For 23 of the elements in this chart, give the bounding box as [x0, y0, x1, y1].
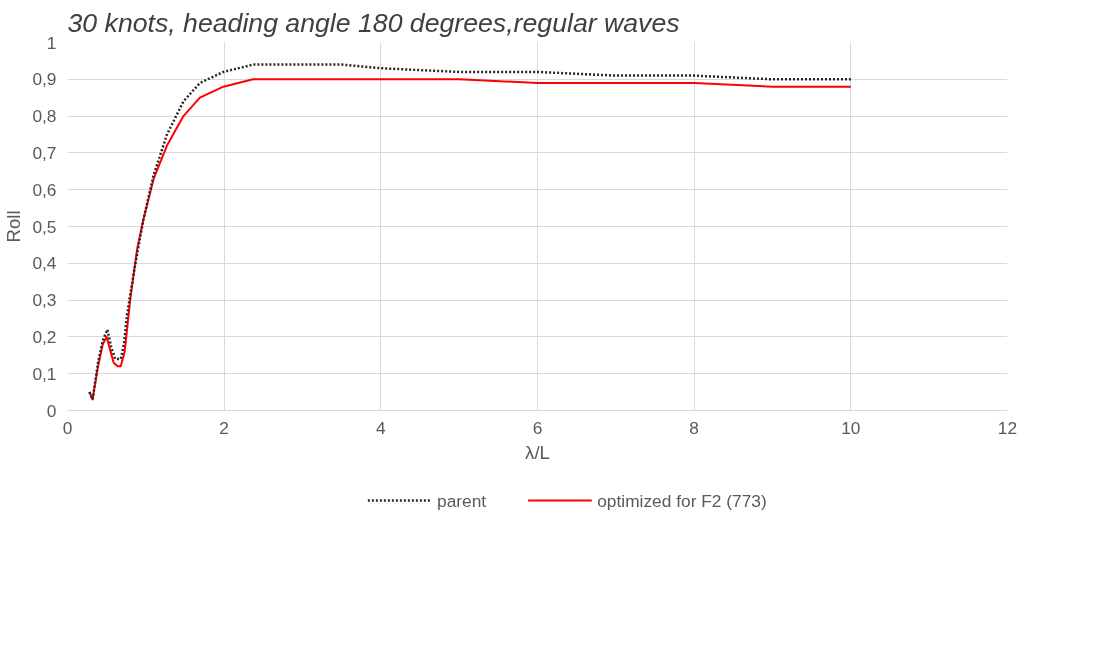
y-tick-label: 1 [46, 32, 57, 53]
x-tick-label: 0 [62, 417, 73, 438]
x-tick-label: 8 [689, 417, 699, 438]
x-tick-label: 12 [997, 417, 1018, 438]
y-tick-label: 0 [46, 400, 57, 421]
y-tick-label: 0,3 [32, 290, 57, 311]
legend-label: optimized for F2 (773) [597, 490, 767, 511]
legend-label: parent [437, 490, 487, 511]
y-tick-label: 0,4 [32, 253, 57, 274]
x-axis-title: λ/L [525, 441, 550, 463]
chart-title: 30 knots, heading angle 180 degrees,regular waves [67, 7, 680, 38]
y-tick-label: 0,7 [32, 142, 57, 163]
y-tick-label: 0,9 [32, 69, 57, 90]
y-tick-label: 0,1 [32, 363, 57, 384]
y-tick-label: 0,8 [32, 106, 57, 127]
x-tick-label: 2 [219, 417, 229, 438]
x-tick-label: 4 [376, 417, 387, 438]
y-tick-label: 0,2 [32, 326, 57, 347]
y-tick-label: 0,6 [32, 179, 57, 200]
x-tick-label: 10 [841, 417, 861, 438]
x-tick-label: 6 [532, 417, 543, 438]
y-tick-label: 0,5 [32, 216, 57, 237]
y-axis-title: Roll [3, 210, 25, 243]
